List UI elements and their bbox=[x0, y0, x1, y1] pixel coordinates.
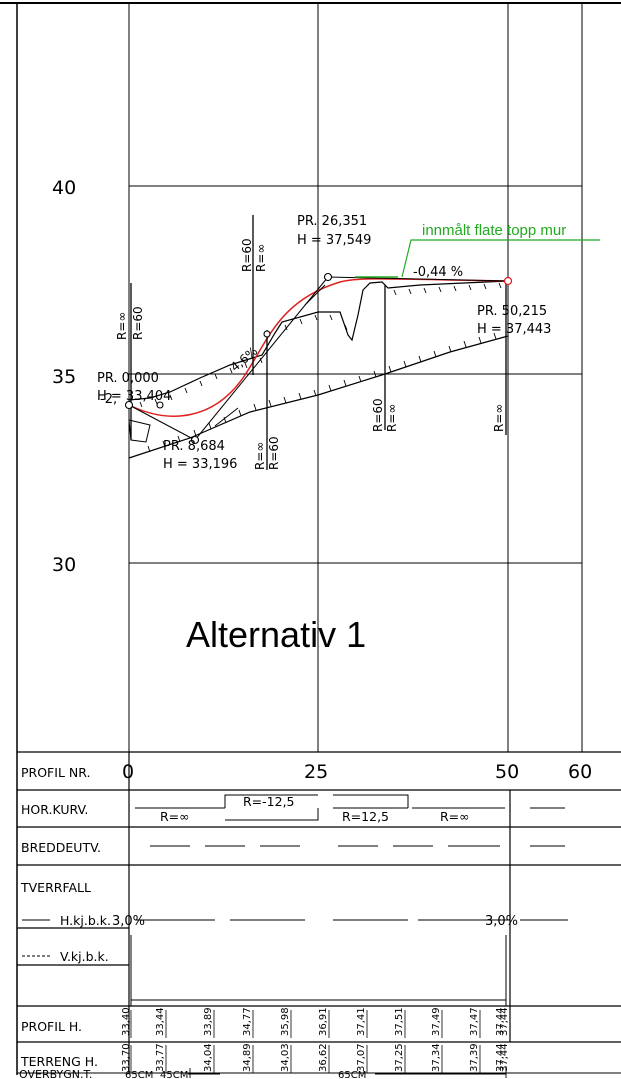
point-2-pr: PR. 26,351 bbox=[297, 214, 367, 229]
slope-label: -0,44 % bbox=[413, 265, 463, 280]
design-curve bbox=[128, 278, 509, 417]
radius-label-rinf-1: R=∞ bbox=[115, 312, 129, 340]
radius-label-rinf-4: R=∞ bbox=[385, 404, 399, 432]
terrain-lower-line bbox=[128, 332, 509, 459]
profil-h-7: 37,51 bbox=[394, 1007, 405, 1036]
terreng-h-1: 33,77 bbox=[155, 1043, 166, 1072]
row-label-profil-h: PROFIL H. bbox=[21, 1019, 82, 1034]
radius-label-rinf-2: R=∞ bbox=[254, 244, 268, 272]
terreng-h-7: 37,25 bbox=[394, 1043, 405, 1072]
terreng-h-3: 34,89 bbox=[242, 1043, 253, 1072]
retaining-structure bbox=[128, 419, 151, 443]
profil-h-11: 37,44 bbox=[499, 1007, 510, 1036]
slope-start-label: -2, bbox=[100, 392, 117, 407]
terreng-h-11: 37,44 bbox=[499, 1043, 510, 1072]
terreng-h-4: 34,03 bbox=[280, 1043, 291, 1072]
hor-kurv-value-2: R=12,5 bbox=[342, 809, 389, 824]
radius-label-rinf-5: R=∞ bbox=[492, 404, 506, 432]
radius-label-r60-1: R=60 bbox=[131, 306, 145, 340]
drawing-title: Alternativ 1 bbox=[186, 614, 366, 655]
profil-nr-tick-60: 60 bbox=[568, 761, 592, 783]
tverrfall-left-value: 3,0% bbox=[112, 914, 145, 929]
row-label-breddeutv: BREDDEUTV. bbox=[21, 840, 101, 855]
profil-nr-tick-50: 50 bbox=[495, 761, 519, 783]
row-label-vkjbk: V.kj.b.k. bbox=[60, 949, 109, 964]
point-1-pr: PR. 8,684 bbox=[163, 439, 225, 454]
end-point bbox=[503, 276, 513, 286]
point-1-h: H = 33,196 bbox=[163, 457, 237, 472]
terreng-h-10: 37,44 bbox=[495, 1043, 506, 1072]
profil-h-0: 33,40 bbox=[121, 1007, 132, 1036]
curve-points bbox=[124, 272, 333, 445]
green-annotation: innmålt flate topp mur bbox=[422, 222, 566, 239]
radius-label-rinf-3: R=∞ bbox=[253, 442, 267, 470]
terreng-h-ticks bbox=[130, 1045, 481, 1073]
profil-h-9: 37,47 bbox=[469, 1007, 480, 1036]
terreng-h-6: 37,07 bbox=[356, 1043, 367, 1072]
terreng-h-0: 33,70 bbox=[121, 1043, 132, 1072]
radius-label-r60-3: R=60 bbox=[267, 436, 281, 470]
point-0-h: H = 33,404 bbox=[97, 389, 171, 404]
overbygn-value-2: 65CM bbox=[338, 1070, 366, 1079]
point-0-pr: PR. 0,000 bbox=[97, 371, 159, 386]
profil-h-4: 35,98 bbox=[280, 1007, 291, 1036]
row-label-overbygn: OVERBYGN.T. bbox=[19, 1068, 92, 1079]
green-leader bbox=[401, 239, 600, 278]
profil-h-1: 33,44 bbox=[155, 1007, 166, 1036]
hor-kurv-value-3: R=∞ bbox=[440, 809, 470, 824]
row-label-hkjbk: H.kj.b.k. bbox=[60, 913, 111, 928]
radius-label-r60-2: R=60 bbox=[240, 238, 254, 272]
hor-kurv-lines bbox=[135, 794, 565, 821]
profil-h-5: 36,91 bbox=[318, 1007, 329, 1036]
terreng-h-9: 37,39 bbox=[469, 1043, 480, 1072]
tverrfall-lines bbox=[130, 919, 568, 1006]
overbygn-value-1: 45CM bbox=[160, 1070, 188, 1079]
profil-h-6: 37,41 bbox=[356, 1007, 367, 1036]
terreng-h-2: 34,04 bbox=[203, 1043, 214, 1072]
profil-h-ticks bbox=[130, 1010, 481, 1038]
row-label-hor-kurv: HOR.KURV. bbox=[21, 802, 88, 817]
point-3-h: H = 37,443 bbox=[477, 322, 551, 337]
existing-surface-line bbox=[128, 280, 509, 408]
table-grid bbox=[17, 751, 621, 1073]
hor-kurv-value-1: R=-12,5 bbox=[243, 794, 295, 809]
tverrfall-right-value: 3,0% bbox=[485, 914, 518, 929]
point-3-pr: PR. 50,215 bbox=[477, 304, 547, 319]
terreng-h-5: 36,62 bbox=[318, 1043, 329, 1072]
profil-h-10: 37,44 bbox=[495, 1007, 506, 1036]
y-label-40: 40 bbox=[52, 177, 76, 199]
profil-h-8: 37,49 bbox=[431, 1007, 442, 1036]
point-2-h: H = 37,549 bbox=[297, 233, 371, 248]
profil-nr-tick-25: 25 bbox=[304, 761, 328, 783]
terreng-h-8: 37,34 bbox=[431, 1043, 442, 1072]
y-label-35: 35 bbox=[52, 366, 76, 388]
hor-kurv-value-0: R=∞ bbox=[160, 809, 190, 824]
profil-h-2: 33,89 bbox=[203, 1007, 214, 1036]
profil-nr-tick-0: 0 bbox=[122, 761, 134, 783]
profil-h-3: 34,77 bbox=[242, 1007, 253, 1036]
grid bbox=[128, 3, 583, 752]
row-label-profil-nr: PROFIL NR. bbox=[21, 765, 90, 780]
overbygn-arrows bbox=[188, 1066, 507, 1078]
y-label-30: 30 bbox=[52, 554, 76, 576]
radius-label-r60-4: R=60 bbox=[371, 398, 385, 432]
overbygn-value-0: 65CM bbox=[125, 1070, 153, 1079]
profil-h-values: 33,40 33,44 33,89 34,77 35,98 36,91 37,4… bbox=[121, 1007, 510, 1036]
row-label-terreng-h: TERRENG H. bbox=[20, 1054, 98, 1069]
row-label-tverrfall: TVERRFALL bbox=[20, 880, 91, 895]
vertical-markers bbox=[130, 215, 507, 470]
terreng-h-values: 33,70 33,77 34,04 34,89 34,03 36,62 37,0… bbox=[121, 1043, 510, 1072]
